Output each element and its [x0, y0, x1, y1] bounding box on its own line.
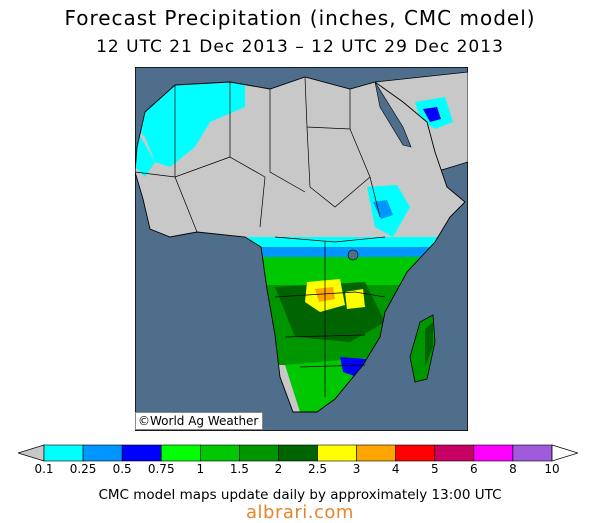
legend-swatch [434, 444, 475, 462]
brand-watermark: albrari.com [246, 502, 354, 523]
legend-tick-label: 3 [352, 462, 361, 476]
map-credit: ©World Ag Weather [135, 412, 264, 430]
north-coast-rain [135, 82, 245, 167]
legend-tick-label: 2.5 [307, 462, 328, 476]
legend-swatch [239, 444, 279, 462]
legend-high-arrow [551, 444, 578, 462]
legend-tick-labels: 0.1 0.25 0.5 0.75 1 1.5 2 2.5 3 4 5 6 8 10 [0, 462, 600, 478]
rain-yellow-east [345, 289, 365, 309]
legend-swatch [395, 444, 436, 462]
legend-swatch [278, 444, 318, 462]
legend-tick-label: 4 [391, 462, 400, 476]
legend-tick-label: 1.5 [229, 462, 249, 476]
color-scale-legend [18, 444, 578, 462]
legend-swatch [43, 444, 84, 462]
madagascar-east-rain [425, 322, 433, 367]
legend-swatch [160, 444, 201, 462]
horn-rain-core [373, 200, 393, 219]
legend-tick-label: 8 [509, 462, 517, 476]
legend-tick-label: 10 [544, 462, 560, 476]
legend-tick-label: 0.5 [112, 462, 132, 476]
legend-swatch [317, 444, 357, 462]
legend-swatch [200, 444, 240, 462]
legend-tick-label: 6 [470, 462, 478, 476]
legend-low-arrow [18, 444, 45, 462]
map-title: Forecast Precipitation (inches, CMC mode… [64, 6, 536, 30]
country-borders [135, 76, 386, 397]
legend-tick-label: 5 [430, 462, 439, 476]
legend-swatch [121, 444, 162, 462]
legend-tick-label: 0.75 [147, 462, 175, 476]
update-note: CMC model maps update daily by approxima… [98, 487, 502, 503]
northwest-rain [135, 127, 155, 177]
legend-swatch [473, 444, 514, 462]
legend-tick-label: 0.25 [69, 462, 97, 476]
precipitation-map [135, 67, 468, 431]
legend-tick-label: 2 [274, 462, 283, 476]
lake-victoria [347, 249, 359, 261]
legend-swatch [82, 444, 123, 462]
legend-swatch [356, 444, 396, 462]
map-subtitle: 12 UTC 21 Dec 2013 – 12 UTC 29 Dec 2013 [96, 37, 504, 57]
south-blue [340, 357, 367, 377]
legend-tick-label: 1 [196, 462, 205, 476]
red-sea [374, 81, 412, 148]
legend-swatch [512, 444, 553, 462]
arabia-rain-core [423, 107, 441, 122]
legend-tick-label: 0.1 [34, 462, 54, 476]
